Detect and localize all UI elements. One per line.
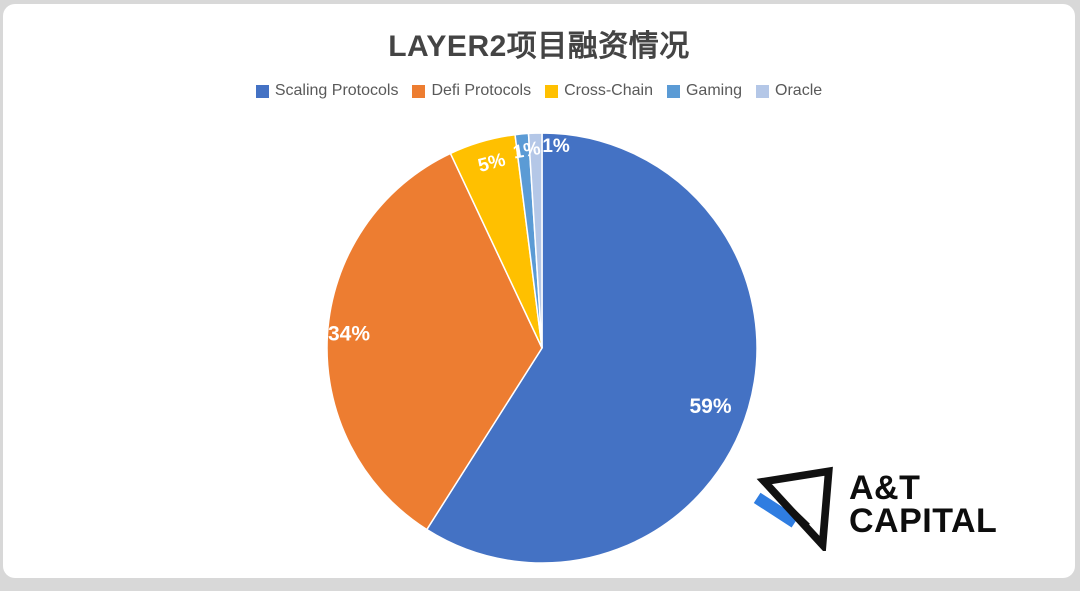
chart-title: LAYER2项目融资情况 bbox=[388, 30, 690, 63]
logo-wordmark: A&T CAPITAL bbox=[849, 468, 998, 540]
legend-item-oracle: Oracle bbox=[756, 82, 822, 100]
logo-triangle-outline bbox=[756, 466, 833, 551]
logo-blue-slash bbox=[753, 492, 799, 528]
legend-item-gaming: Gaming bbox=[666, 82, 743, 100]
brand-logo: A&T CAPITAL bbox=[751, 459, 997, 551]
pie-chart: 59%34%5% 1% 1% bbox=[326, 132, 758, 564]
legend-swatch-icon bbox=[412, 84, 426, 98]
pie-data-label-gaming: 1% bbox=[511, 138, 542, 163]
logo-line2: CAPITAL bbox=[849, 502, 998, 540]
legend-label: Defi Protocols bbox=[431, 82, 532, 99]
pie-slice-scaling-protocols bbox=[425, 132, 758, 564]
pie-data-label-oracle: 1% bbox=[542, 136, 570, 157]
pie-data-label-scaling-protocols: 59% bbox=[689, 395, 731, 418]
logo-line1: A&T bbox=[849, 468, 921, 507]
pie-slice-defi-protocols bbox=[326, 152, 543, 531]
legend-label: Gaming bbox=[685, 82, 743, 99]
legend-swatch-icon bbox=[756, 84, 770, 98]
legend-label: Scaling Protocols bbox=[274, 82, 399, 99]
legend-swatch-icon bbox=[666, 84, 680, 98]
chart-card: LAYER2项目融资情况 Scaling Protocols Defi Proto… bbox=[3, 4, 1075, 578]
legend-item-cross-chain: Cross-Chain bbox=[545, 82, 653, 100]
pie-data-label-defi-protocols: 34% bbox=[328, 323, 370, 346]
legend-label: Cross-Chain bbox=[564, 82, 653, 99]
legend-label: Oracle bbox=[775, 82, 823, 99]
pie-slice-oracle bbox=[527, 132, 543, 349]
legend-swatch-icon bbox=[545, 84, 559, 98]
logo-triangle-icon bbox=[753, 466, 833, 551]
chart-legend: Scaling Protocols Defi Protocols Cross-Cha… bbox=[3, 82, 1075, 100]
legend-item-scaling-protocols: Scaling Protocols bbox=[255, 82, 399, 100]
legend-swatch-icon bbox=[255, 84, 269, 98]
legend-item-defi-protocols: Defi Protocols bbox=[412, 82, 531, 100]
